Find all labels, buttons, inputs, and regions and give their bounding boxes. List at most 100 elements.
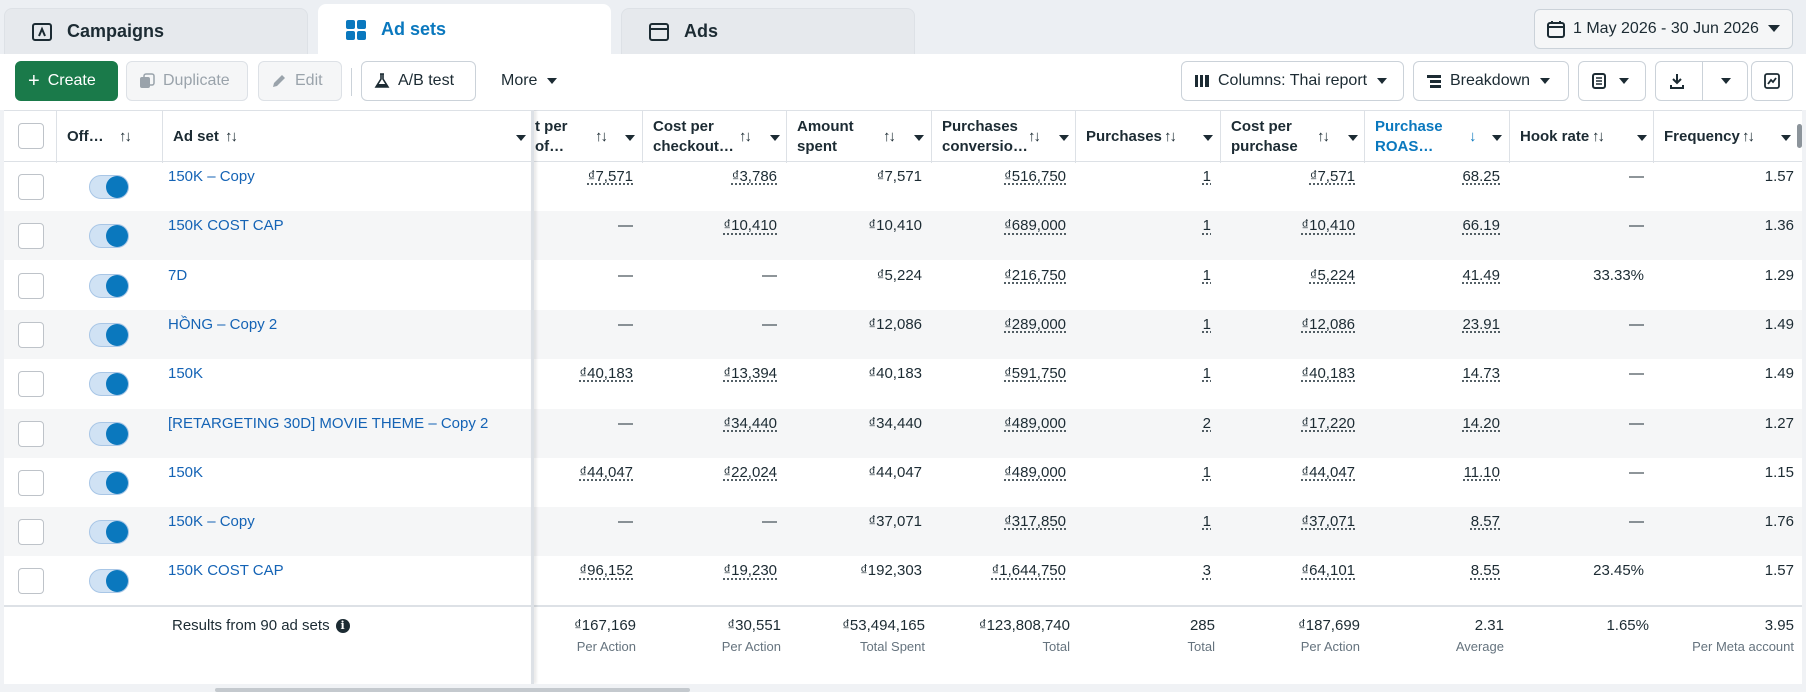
chevron-down-icon[interactable] [625, 135, 635, 141]
row-checkbox[interactable] [18, 272, 44, 299]
cell-cpp[interactable]: ₫44,047 [1301, 463, 1355, 481]
sort-icon[interactable]: ↑↓ [119, 128, 132, 145]
cell-c1[interactable]: ₫7,571 [587, 168, 633, 185]
info-icon[interactable]: i [335, 618, 350, 633]
ad-set-name-link[interactable]: 150K [168, 463, 204, 481]
cell-c1[interactable]: ₫40,183 [579, 365, 633, 383]
tab-campaigns[interactable]: Campaigns [4, 8, 308, 54]
cell-c2[interactable]: ₫13,394 [723, 365, 777, 383]
cell-purch[interactable]: 2 [1202, 414, 1211, 432]
row-checkbox[interactable] [18, 519, 44, 546]
select-all-checkbox[interactable] [18, 123, 44, 149]
column-header-amount-spent[interactable]: Amount spent ↑↓ [787, 111, 932, 163]
tab-ads[interactable]: Ads [621, 8, 915, 54]
cell-purch[interactable]: 1 [1202, 513, 1211, 531]
cell-c2[interactable]: ₫10,410 [723, 217, 777, 235]
cell-c2[interactable]: ₫19,230 [723, 562, 777, 580]
sort-icon[interactable]: ↑↓ [1592, 128, 1605, 145]
ad-set-name-link[interactable]: 150K COST CAP [168, 217, 284, 235]
sort-descending-icon[interactable]: ↓ [1469, 128, 1476, 145]
row-checkbox[interactable] [18, 321, 44, 348]
cell-purch[interactable]: 1 [1202, 365, 1211, 383]
cell-roas[interactable]: 8.55 [1470, 562, 1500, 580]
sort-icon[interactable]: ↑↓ [739, 128, 752, 145]
row-checkbox[interactable] [18, 371, 44, 398]
horizontal-scrollbar[interactable] [215, 688, 690, 692]
table-row[interactable]: 150K ₫44,047 ₫22,024 ₫44,047 ₫489,000 1 ₫44,04… [4, 458, 1802, 507]
table-row[interactable]: HỒNG – Copy 2 — — ₫12,086 ₫289,000 1 ₫12,086 23… [4, 309, 1802, 359]
delivery-toggle[interactable] [89, 520, 129, 545]
row-checkbox[interactable] [18, 420, 44, 447]
chevron-down-icon[interactable] [516, 135, 526, 141]
cell-roas[interactable]: 14.20 [1462, 414, 1500, 432]
cell-c2[interactable]: ₫3,786 [731, 168, 777, 185]
chevron-down-icon[interactable] [1781, 135, 1791, 141]
column-header-ad-set[interactable]: Ad set ↑↓ [163, 111, 533, 163]
sort-icon[interactable]: ↑↓ [225, 128, 238, 145]
cell-roas[interactable]: 66.19 [1462, 217, 1500, 235]
cell-cpp[interactable]: ₫37,071 [1301, 513, 1355, 531]
delivery-toggle[interactable] [89, 421, 129, 446]
sort-icon[interactable]: ↑↓ [1028, 128, 1041, 145]
cell-purch[interactable]: 1 [1202, 168, 1211, 185]
columns-button[interactable]: Columns: Thai report [1181, 61, 1404, 101]
sort-icon[interactable]: ↑↓ [1164, 128, 1177, 145]
cell-conv[interactable]: ₫489,000 [1004, 463, 1066, 481]
cell-c1[interactable]: ₫96,152 [579, 562, 633, 580]
cell-purch[interactable]: 1 [1202, 463, 1211, 481]
cell-roas[interactable]: 23.91 [1462, 315, 1500, 333]
delivery-toggle[interactable] [89, 470, 129, 495]
vertical-scrollbar[interactable] [1797, 124, 1802, 148]
cell-conv[interactable]: ₫489,000 [1004, 414, 1066, 432]
sort-icon[interactable]: ↑↓ [883, 128, 896, 145]
view-charts-button[interactable] [1751, 61, 1793, 101]
chevron-down-icon[interactable] [914, 135, 924, 141]
ad-set-name-link[interactable]: [RETARGETING 30D] MOVIE THEME – Copy 2 [168, 414, 489, 432]
cell-conv[interactable]: ₫289,000 [1004, 315, 1066, 333]
cell-cpp[interactable]: ₫10,410 [1301, 217, 1355, 235]
cell-purch[interactable]: 1 [1202, 266, 1211, 284]
cell-conv[interactable]: ₫516,750 [1004, 168, 1066, 185]
cell-cpp[interactable]: ₫64,101 [1301, 562, 1355, 580]
table-row[interactable]: 7D — — ₫5,224 ₫216,750 1 ₫5,224 41.49 33.33% 1.29 [4, 261, 1802, 310]
cell-roas[interactable]: 68.25 [1462, 168, 1500, 185]
sort-icon[interactable]: ↑↓ [595, 128, 608, 145]
cell-cpp[interactable]: ₫12,086 [1301, 315, 1355, 333]
column-header-purchases[interactable]: Purchases ↑↓ [1076, 111, 1221, 163]
ad-set-name-link[interactable]: 150K COST CAP [168, 562, 284, 580]
column-header-purchases-conversion[interactable]: Purchases conversio… ↑↓ [932, 111, 1076, 163]
table-row[interactable]: 150K ₫40,183 ₫13,394 ₫40,183 ₫591,750 1 ₫40,18… [4, 359, 1802, 408]
row-checkbox[interactable] [18, 223, 44, 250]
cell-conv[interactable]: ₫317,850 [1004, 513, 1066, 531]
chevron-down-icon[interactable] [1203, 135, 1213, 141]
chevron-down-icon[interactable] [1637, 135, 1647, 141]
chevron-down-icon[interactable] [1348, 135, 1358, 141]
ad-set-name-link[interactable]: 150K – Copy [168, 513, 255, 531]
column-header-off[interactable]: Off… ↑↓ [57, 111, 163, 163]
table-row[interactable]: 150K COST CAP ₫96,152 ₫19,230 ₫192,303 ₫1,64… [4, 556, 1802, 605]
cell-conv[interactable]: ₫689,000 [1004, 217, 1066, 235]
table-row[interactable]: 150K COST CAP — ₫10,410 ₫10,410 ₫689,000 1 ₫10… [4, 211, 1802, 261]
row-checkbox[interactable] [18, 568, 44, 595]
date-range-picker[interactable]: 1 May 2026 - 30 Jun 2026 [1534, 9, 1793, 49]
sort-icon[interactable]: ↑↓ [1317, 128, 1330, 145]
cell-cpp[interactable]: ₫40,183 [1301, 365, 1355, 383]
delivery-toggle[interactable] [89, 569, 129, 594]
table-row[interactable]: 150K – Copy — — ₫37,071 ₫317,850 1 ₫37,071 8.57… [4, 507, 1802, 557]
cell-c2[interactable]: ₫22,024 [723, 463, 777, 481]
column-header-cost-per-checkout[interactable]: Cost per checkout… ↑↓ [643, 111, 787, 163]
ab-test-button[interactable]: A/B test [361, 61, 476, 101]
delivery-toggle[interactable] [89, 273, 129, 298]
breakdown-button[interactable]: Breakdown [1413, 61, 1569, 101]
delivery-toggle[interactable] [89, 372, 129, 397]
cell-conv[interactable]: ₫1,644,750 [991, 562, 1066, 580]
delivery-toggle[interactable] [89, 322, 129, 347]
column-header-frequency[interactable]: Frequency ↑↓ [1654, 111, 1802, 163]
duplicate-button[interactable]: Duplicate [126, 61, 248, 101]
edit-button[interactable]: Edit [258, 61, 342, 101]
cell-roas[interactable]: 41.49 [1462, 266, 1500, 284]
cell-conv[interactable]: ₫216,750 [1004, 266, 1066, 284]
column-header-hook-rate[interactable]: Hook rate ↑↓ [1510, 111, 1654, 163]
chevron-down-icon[interactable] [1492, 135, 1502, 141]
table-row[interactable]: 150K – Copy ₫7,571 ₫3,786 ₫7,571 ₫516,750 1 ₫7… [4, 162, 1802, 211]
